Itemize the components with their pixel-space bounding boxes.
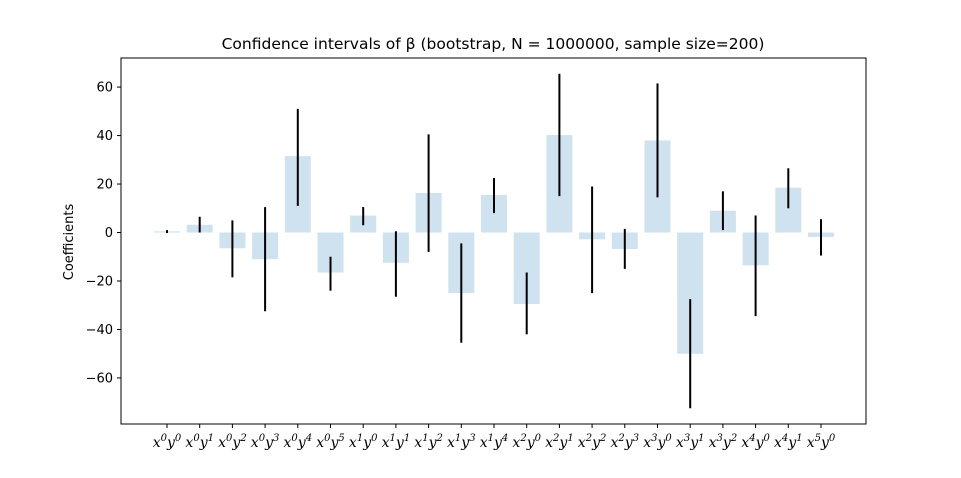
x-tick-label: x3y1 xyxy=(676,433,705,451)
x-tick-label: x3y2 xyxy=(709,433,738,451)
y-tick-label: −60 xyxy=(86,371,113,386)
x-tick-label: x1y1 xyxy=(382,433,411,451)
chart-title: Confidence intervals of β (bootstrap, N … xyxy=(222,35,765,53)
x-tick-label: x0y0 xyxy=(153,433,182,451)
x-tick-label: x1y3 xyxy=(447,433,476,451)
x-tick-label: x0y3 xyxy=(251,433,280,451)
x-tick-label: x2y3 xyxy=(611,433,640,451)
x-tick-label: x0y5 xyxy=(316,433,345,451)
y-tick-label: −40 xyxy=(86,323,113,338)
x-tick-label: x0y4 xyxy=(284,433,313,451)
x-tick-label: x3y0 xyxy=(643,433,672,451)
plot-frame xyxy=(120,57,867,425)
y-axis-label: Coefficients xyxy=(62,204,77,281)
x-tick-label: x2y1 xyxy=(545,433,574,451)
x-tick-label: x2y2 xyxy=(578,433,607,451)
y-tick-label: 20 xyxy=(96,178,113,193)
errorbars-group xyxy=(166,73,822,409)
x-tick-label: x1y2 xyxy=(414,433,443,451)
x-tick-label: x0y2 xyxy=(218,433,247,451)
x-tick-label: x1y4 xyxy=(480,433,509,451)
y-tick-label: −20 xyxy=(86,274,113,289)
x-tick-label: x5y0 xyxy=(807,433,836,451)
x-tick-label: x2y0 xyxy=(512,433,541,451)
x-tick-label: x1y0 xyxy=(349,433,378,451)
y-tick-label: 40 xyxy=(96,129,113,144)
x-tick-label: x0y1 xyxy=(185,433,214,451)
x-axis-ticks: x0y0 x0y1 x0y2 x0y3 x0y4 x0y5 x1y0 x1y1 x1y2 x1y3… xyxy=(153,424,836,451)
y-tick-label: 0 xyxy=(105,226,113,241)
x-tick-label: x4y1 xyxy=(774,433,803,451)
y-axis-ticks: −60 −40 −20 0 20 40 60 xyxy=(86,81,121,386)
x-tick-label: x4y0 xyxy=(741,433,770,451)
y-tick-label: 60 xyxy=(96,81,113,96)
bars-group xyxy=(154,135,834,354)
